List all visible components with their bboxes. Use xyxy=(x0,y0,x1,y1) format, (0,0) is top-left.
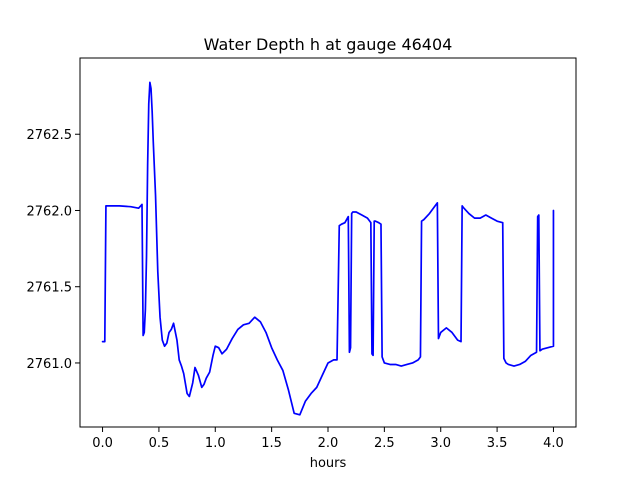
y-tick-label: 2762.5 xyxy=(27,128,73,143)
x-tick-label: 0.5 xyxy=(149,436,170,451)
x-tick-label: 2.0 xyxy=(318,436,339,451)
x-tick-label: 2.5 xyxy=(374,436,395,451)
y-tick-label: 2762.0 xyxy=(27,204,73,219)
series-line xyxy=(101,81,555,416)
y-tick-label: 2761.0 xyxy=(27,357,73,372)
plot-area xyxy=(101,81,555,416)
y-tick-label: 2761.5 xyxy=(27,281,73,296)
chart-title: Water Depth h at gauge 46404 xyxy=(204,35,453,54)
x-tick-label: 1.5 xyxy=(261,436,282,451)
x-tick-label: 0.0 xyxy=(92,436,113,451)
y-axis: 2761.0 2761.5 2762.0 2762.5 xyxy=(27,128,80,372)
plot-frame xyxy=(79,57,577,428)
x-tick-label: 1.0 xyxy=(205,436,226,451)
x-tick-label: 3.0 xyxy=(430,436,451,451)
x-tick-label: 4.0 xyxy=(543,436,564,451)
x-tick-label: 3.5 xyxy=(487,436,508,451)
x-axis: 0.0 0.5 1.0 1.5 2.0 2.5 3.0 3.5 4.0 xyxy=(92,427,564,451)
x-axis-label: hours xyxy=(310,456,347,471)
